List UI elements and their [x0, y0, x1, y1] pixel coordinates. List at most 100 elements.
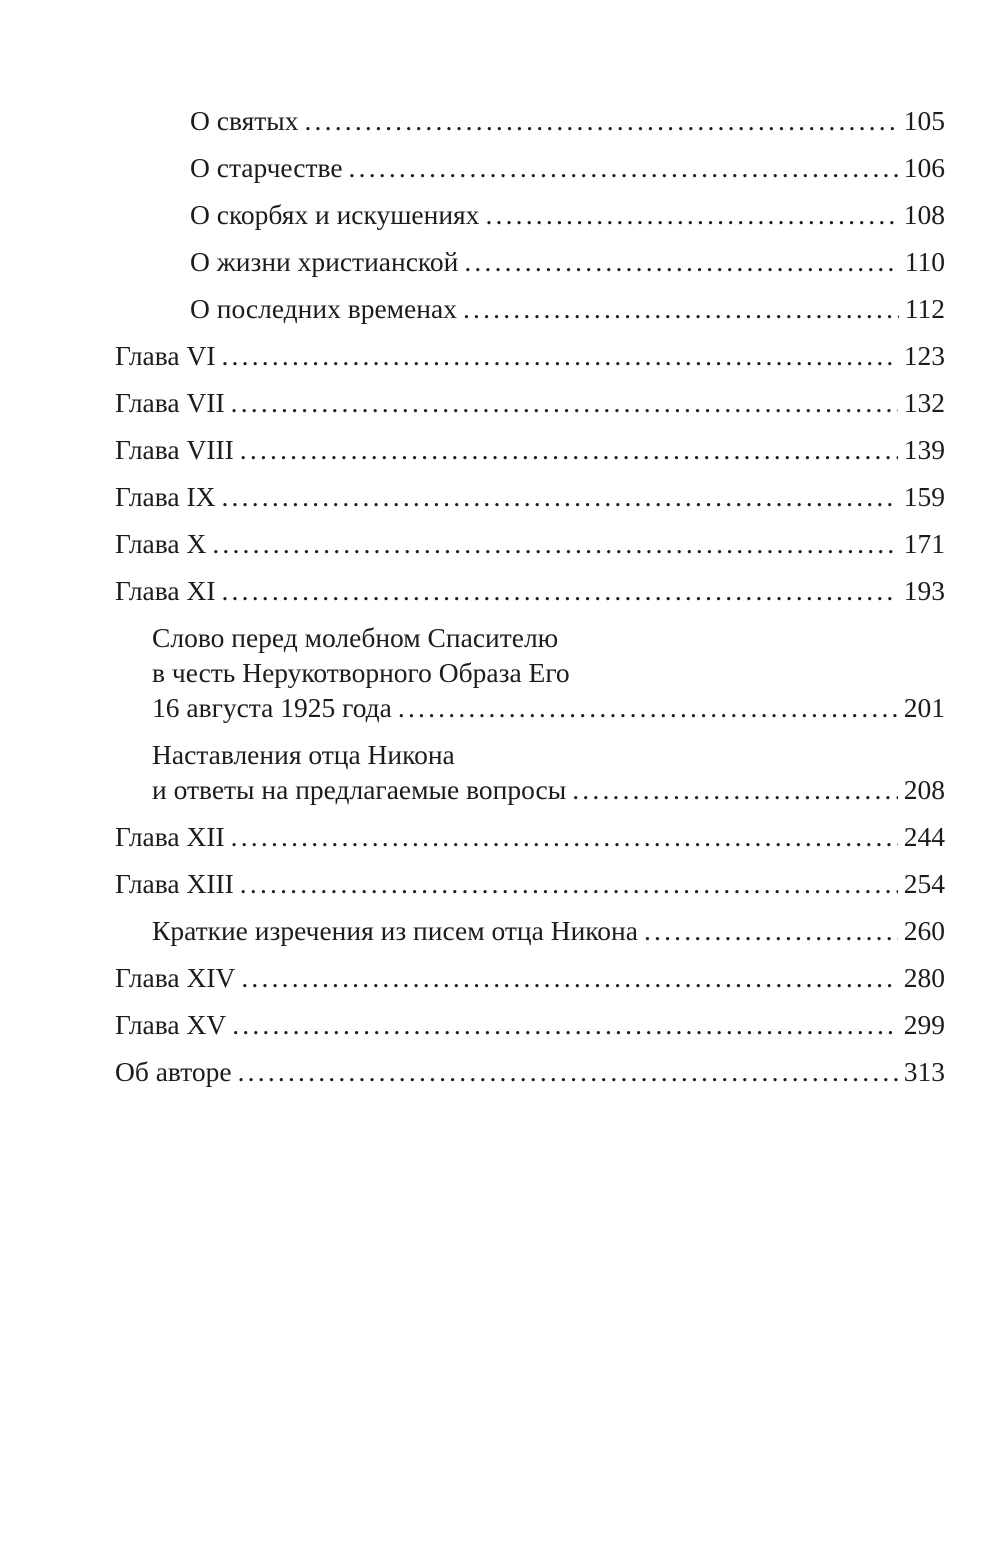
- toc-entry-line: О скорбях и искушениях..................…: [190, 197, 945, 232]
- dot-leader: ........................................…: [241, 961, 897, 993]
- toc-page-number: 171: [903, 527, 945, 559]
- toc-page-number: 254: [903, 867, 945, 899]
- toc-entry: Глава XI................................…: [115, 573, 945, 608]
- toc-entry-line: Краткие изречения из писем отца Никона..…: [152, 913, 945, 948]
- dot-leader: ........................................…: [221, 574, 897, 606]
- toc-entry-title: Глава X: [115, 527, 207, 559]
- toc-entry-line: Слово перед молебном Спасителю: [152, 620, 945, 655]
- toc-entry-title: Глава XIII: [115, 867, 234, 899]
- toc-entry-line: Глава IX................................…: [115, 479, 945, 514]
- toc-entry-line: Глава XIII..............................…: [115, 866, 945, 901]
- dot-leader: ........................................…: [230, 820, 898, 852]
- toc-entry-title: Глава XI: [115, 574, 216, 606]
- toc-entry-title: 16 августа 1925 года: [152, 691, 392, 723]
- toc-page-number: 110: [904, 245, 945, 277]
- toc-entry-line: и ответы на предлагаемые вопросы........…: [152, 772, 945, 807]
- toc-entry: Глава XIII..............................…: [115, 866, 945, 901]
- toc-entry: Глава IX................................…: [115, 479, 945, 514]
- toc-entry-line: Наставления отца Никона: [152, 737, 945, 772]
- toc-entry: Глава X.................................…: [115, 526, 945, 561]
- toc-page-number: 193: [903, 574, 945, 606]
- dot-leader: ........................................…: [348, 151, 898, 183]
- toc-page-number: 260: [903, 914, 945, 946]
- toc-entry-title: Глава VII: [115, 386, 225, 418]
- toc-entry-title: в честь Нерукотворного Образа Его: [152, 656, 570, 688]
- toc-entry: Слово перед молебном Спасителю в честь Не…: [152, 620, 945, 725]
- toc-entry: О скорбях и искушениях..................…: [190, 197, 945, 232]
- toc-entry-line: Глава VII...............................…: [115, 385, 945, 420]
- toc-entry-line: Об авторе...............................…: [115, 1054, 945, 1089]
- dot-leader: ........................................…: [304, 104, 898, 136]
- toc-page-number: 280: [903, 961, 945, 993]
- dot-leader: ........................................…: [239, 867, 898, 899]
- toc-entry-line: О последних временах....................…: [190, 291, 945, 326]
- toc-entry: Глава XV................................…: [115, 1007, 945, 1042]
- toc-entry-line: Глава XI................................…: [115, 573, 945, 608]
- toc-entry: Глава VII...............................…: [115, 385, 945, 420]
- toc-entry-line: 16 августа 1925 года....................…: [152, 690, 945, 725]
- toc-entry-title: О последних временах: [190, 292, 457, 324]
- toc-entry-title: Глава VIII: [115, 433, 234, 465]
- toc-page-number: 208: [903, 773, 945, 805]
- dot-leader: ........................................…: [643, 914, 898, 946]
- toc-entry-line: О старчестве............................…: [190, 150, 945, 185]
- toc-entry-line: Глава XV................................…: [115, 1007, 945, 1042]
- dot-leader: ........................................…: [237, 1055, 898, 1087]
- toc-entry-line: Глава VIII..............................…: [115, 432, 945, 467]
- toc-page-number: 201: [903, 691, 945, 723]
- toc-entry: О святых................................…: [190, 103, 945, 138]
- toc-entry: Краткие изречения из писем отца Никона..…: [152, 913, 945, 948]
- dot-leader: ........................................…: [464, 245, 898, 277]
- toc-page-number: 244: [903, 820, 945, 852]
- dot-leader: ........................................…: [462, 292, 899, 324]
- dot-leader: ........................................…: [485, 198, 898, 230]
- dot-leader: ........................................…: [221, 339, 897, 371]
- dot-leader: ........................................…: [230, 386, 898, 418]
- toc-entry: О последних временах....................…: [190, 291, 945, 326]
- dot-leader: ........................................…: [239, 433, 898, 465]
- toc-entry-line: Глава VI................................…: [115, 338, 945, 373]
- toc-entry-line: О жизни христианской....................…: [190, 244, 945, 279]
- toc-entry-line: Глава X.................................…: [115, 526, 945, 561]
- toc-entry-line: О святых................................…: [190, 103, 945, 138]
- toc-entry: О старчестве............................…: [190, 150, 945, 185]
- toc-page-number: 132: [903, 386, 945, 418]
- toc-entry-title: О старчестве: [190, 151, 343, 183]
- toc-entry-title: Наставления отца Никона: [152, 738, 455, 770]
- toc-page-number: 123: [903, 339, 945, 371]
- toc-entry: Наставления отца Никона и ответы на предл…: [152, 737, 945, 807]
- toc-entry-title: Глава XIV: [115, 961, 236, 993]
- dot-leader: ........................................…: [221, 480, 897, 512]
- toc-entry: О жизни христианской....................…: [190, 244, 945, 279]
- toc-page-number: 139: [903, 433, 945, 465]
- toc-entry-title: и ответы на предлагаемые вопросы: [152, 773, 567, 805]
- toc-page-number: 313: [903, 1055, 945, 1087]
- dot-leader: ........................................…: [232, 1008, 898, 1040]
- dot-leader: ........................................…: [397, 691, 898, 723]
- toc-entry-title: Об авторе: [115, 1055, 232, 1087]
- dot-leader: ........................................…: [572, 773, 898, 805]
- toc-entry: Глава VI................................…: [115, 338, 945, 373]
- toc-entry: Глава VIII..............................…: [115, 432, 945, 467]
- toc-entry: Глава XIV...............................…: [115, 960, 945, 995]
- toc-entry-title: Глава IX: [115, 480, 216, 512]
- toc-entry-title: О святых: [190, 104, 299, 136]
- toc-entry-title: Глава XII: [115, 820, 225, 852]
- toc-page-number: 159: [903, 480, 945, 512]
- toc-entry-title: О жизни христианской: [190, 245, 459, 277]
- toc-page-number: 299: [903, 1008, 945, 1040]
- toc-entry: Глава XII...............................…: [115, 819, 945, 854]
- toc-page-number: 112: [904, 292, 945, 324]
- toc-entry-title: Слово перед молебном Спасителю: [152, 621, 559, 653]
- toc-entry-line: Глава XII...............................…: [115, 819, 945, 854]
- toc-page-number: 108: [903, 198, 945, 230]
- toc-entry-line: в честь Нерукотворного Образа Его: [152, 655, 945, 690]
- toc-entry-title: Глава VI: [115, 339, 216, 371]
- toc-entry-title: Глава XV: [115, 1008, 227, 1040]
- toc-entry-title: Краткие изречения из писем отца Никона: [152, 914, 638, 946]
- toc-entry: Об авторе...............................…: [115, 1054, 945, 1089]
- toc-entry-title: О скорбях и искушениях: [190, 198, 480, 230]
- dot-leader: ........................................…: [212, 527, 898, 559]
- toc-entry-line: Глава XIV...............................…: [115, 960, 945, 995]
- toc-page-number: 105: [903, 104, 945, 136]
